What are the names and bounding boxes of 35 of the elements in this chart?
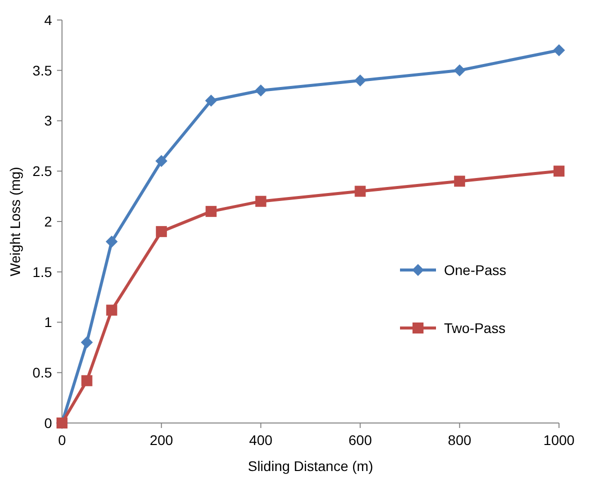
x-tick-label: 0: [58, 432, 66, 448]
x-tick-label: 400: [249, 432, 273, 448]
point: [454, 64, 466, 76]
x-tick-label: 600: [348, 432, 372, 448]
y-tick-label: 1: [44, 314, 52, 330]
point: [254, 84, 267, 97]
point: [205, 94, 218, 107]
y-tick-label: 2: [44, 213, 52, 230]
point: [156, 226, 167, 238]
x-tick-label: 800: [448, 432, 472, 448]
y-tick-label: 1.5: [32, 264, 52, 280]
y-tick-label: 2.5: [32, 163, 52, 180]
legend-label: Two-Pass: [444, 320, 506, 336]
point: [553, 44, 565, 56]
y-tick-label: 3: [44, 112, 52, 129]
point: [454, 176, 466, 187]
x-tick-label: 1000: [543, 432, 575, 448]
point: [81, 375, 92, 386]
y-tick-label: 0: [44, 414, 52, 431]
point: [206, 206, 217, 217]
x-tick-label: 200: [150, 432, 174, 448]
x-axis-title: Sliding Distance (m): [248, 458, 374, 474]
point: [354, 74, 366, 86]
point: [106, 304, 118, 316]
y-tick-label: 4: [44, 12, 52, 28]
point: [554, 166, 564, 177]
y-tick-label: 3.5: [32, 62, 52, 78]
point: [155, 155, 168, 168]
y-axis-title: Weight Loss (mg): [7, 166, 23, 276]
y-tick-label: 0.5: [32, 364, 52, 381]
point: [106, 236, 118, 248]
point: [255, 196, 266, 207]
legend-label: One-Pass: [444, 262, 506, 278]
point: [354, 186, 366, 197]
point: [80, 336, 93, 348]
